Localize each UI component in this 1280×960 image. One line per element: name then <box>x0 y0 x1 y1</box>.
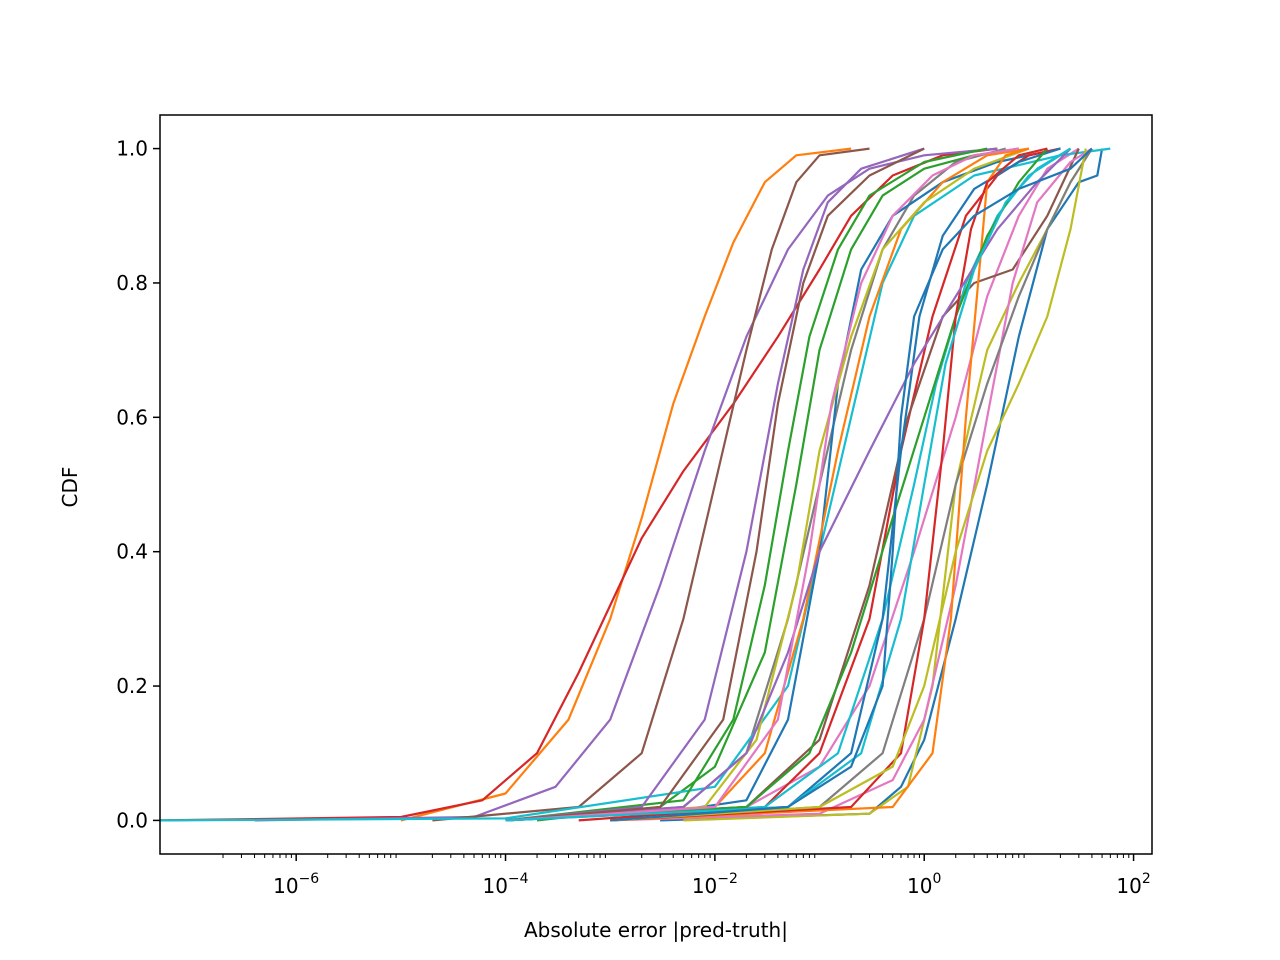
y-axis-ticks: 0.0 0.2 0.4 0.6 0.8 1.0 <box>116 137 160 832</box>
series-line-26 <box>505 147 925 822</box>
x-tick-label: 102 <box>1116 871 1150 898</box>
x-axis-label: Absolute error |pred-truth| <box>524 918 788 942</box>
series-lines <box>160 147 1111 822</box>
series-line-19 <box>505 147 1030 822</box>
series-line-25 <box>505 147 1072 822</box>
series-line-22 <box>610 147 1030 822</box>
series-line-6 <box>432 147 870 822</box>
series-line-16 <box>505 148 1080 822</box>
series-line-29 <box>610 148 1087 822</box>
x-tick-label: 10−2 <box>692 871 738 898</box>
series-line-13 <box>505 147 988 822</box>
x-axis-ticks: 10−6 10−4 10−2 100 102 <box>222 854 1151 898</box>
series-line-30 <box>610 147 1093 822</box>
y-tick-label: 0.8 <box>116 271 148 295</box>
series-line-7 <box>505 147 1080 822</box>
y-tick-label: 0.0 <box>116 808 148 832</box>
series-line-28 <box>505 147 1072 822</box>
y-tick-label: 0.4 <box>116 540 148 564</box>
plot-frame <box>159 114 1153 855</box>
series-line-24 <box>610 147 1048 822</box>
series-line-2 <box>400 147 852 822</box>
series-line-12 <box>505 147 1030 822</box>
series-line-18 <box>610 148 1093 822</box>
y-tick-label: 0.2 <box>116 674 148 698</box>
y-tick-label: 1.0 <box>116 137 148 161</box>
x-tick-label: 100 <box>907 871 941 898</box>
series-line-27 <box>505 147 1019 822</box>
series-line-5 <box>254 147 998 822</box>
y-tick-label: 0.6 <box>116 405 148 429</box>
y-axis-label: CDF <box>58 467 82 508</box>
series-line-15 <box>505 147 925 822</box>
x-tick-label: 10−4 <box>482 871 528 898</box>
x-tick-label: 10−6 <box>273 871 319 898</box>
series-line-1 <box>660 148 1104 822</box>
